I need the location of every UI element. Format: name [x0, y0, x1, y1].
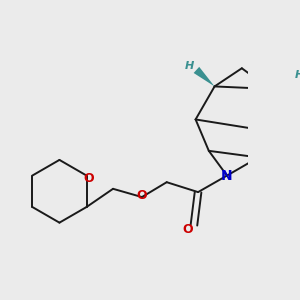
Text: H: H	[295, 70, 300, 80]
Text: O: O	[136, 189, 147, 202]
Polygon shape	[194, 67, 214, 86]
Text: N: N	[221, 169, 233, 183]
Text: O: O	[83, 172, 94, 184]
Text: O: O	[182, 223, 193, 236]
Text: H: H	[185, 61, 194, 71]
